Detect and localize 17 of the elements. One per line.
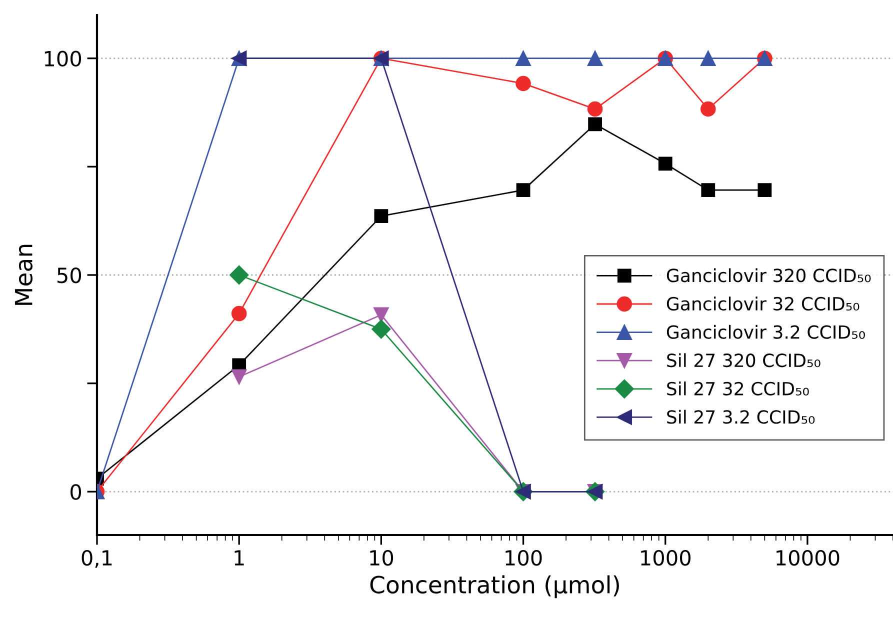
x-axis-title: Concentration (μmol) [370, 575, 619, 598]
legend-label: Ganciclovir 320 CCID₅₀ [666, 268, 871, 282]
legend-label: Sil 27 320 CCID₅₀ [667, 353, 820, 368]
y-tick-label: 50 [58, 267, 82, 284]
x-tick-label: 100 [506, 550, 542, 566]
x-tick-label: 10 [370, 550, 394, 566]
x-tick-label: 0,1 [82, 550, 112, 568]
legend-label: Ganciclovir 3.2 CCID₅₀ [666, 324, 865, 339]
x-tick-label: 1000 [641, 550, 690, 566]
y-axis-title: Mean [14, 244, 33, 305]
x-tick-label: 10000 [776, 550, 840, 566]
x-tick-label: 1 [234, 550, 244, 566]
legend-label: Sil 27 3.2 CCID₅₀ [667, 410, 815, 424]
legend-label: Sil 27 32 CCID₅₀ [667, 382, 809, 396]
legend-label: Ganciclovir 32 CCID₅₀ [666, 296, 860, 311]
y-tick-label: 100 [44, 50, 82, 67]
y-tick-label: 0 [70, 484, 82, 500]
